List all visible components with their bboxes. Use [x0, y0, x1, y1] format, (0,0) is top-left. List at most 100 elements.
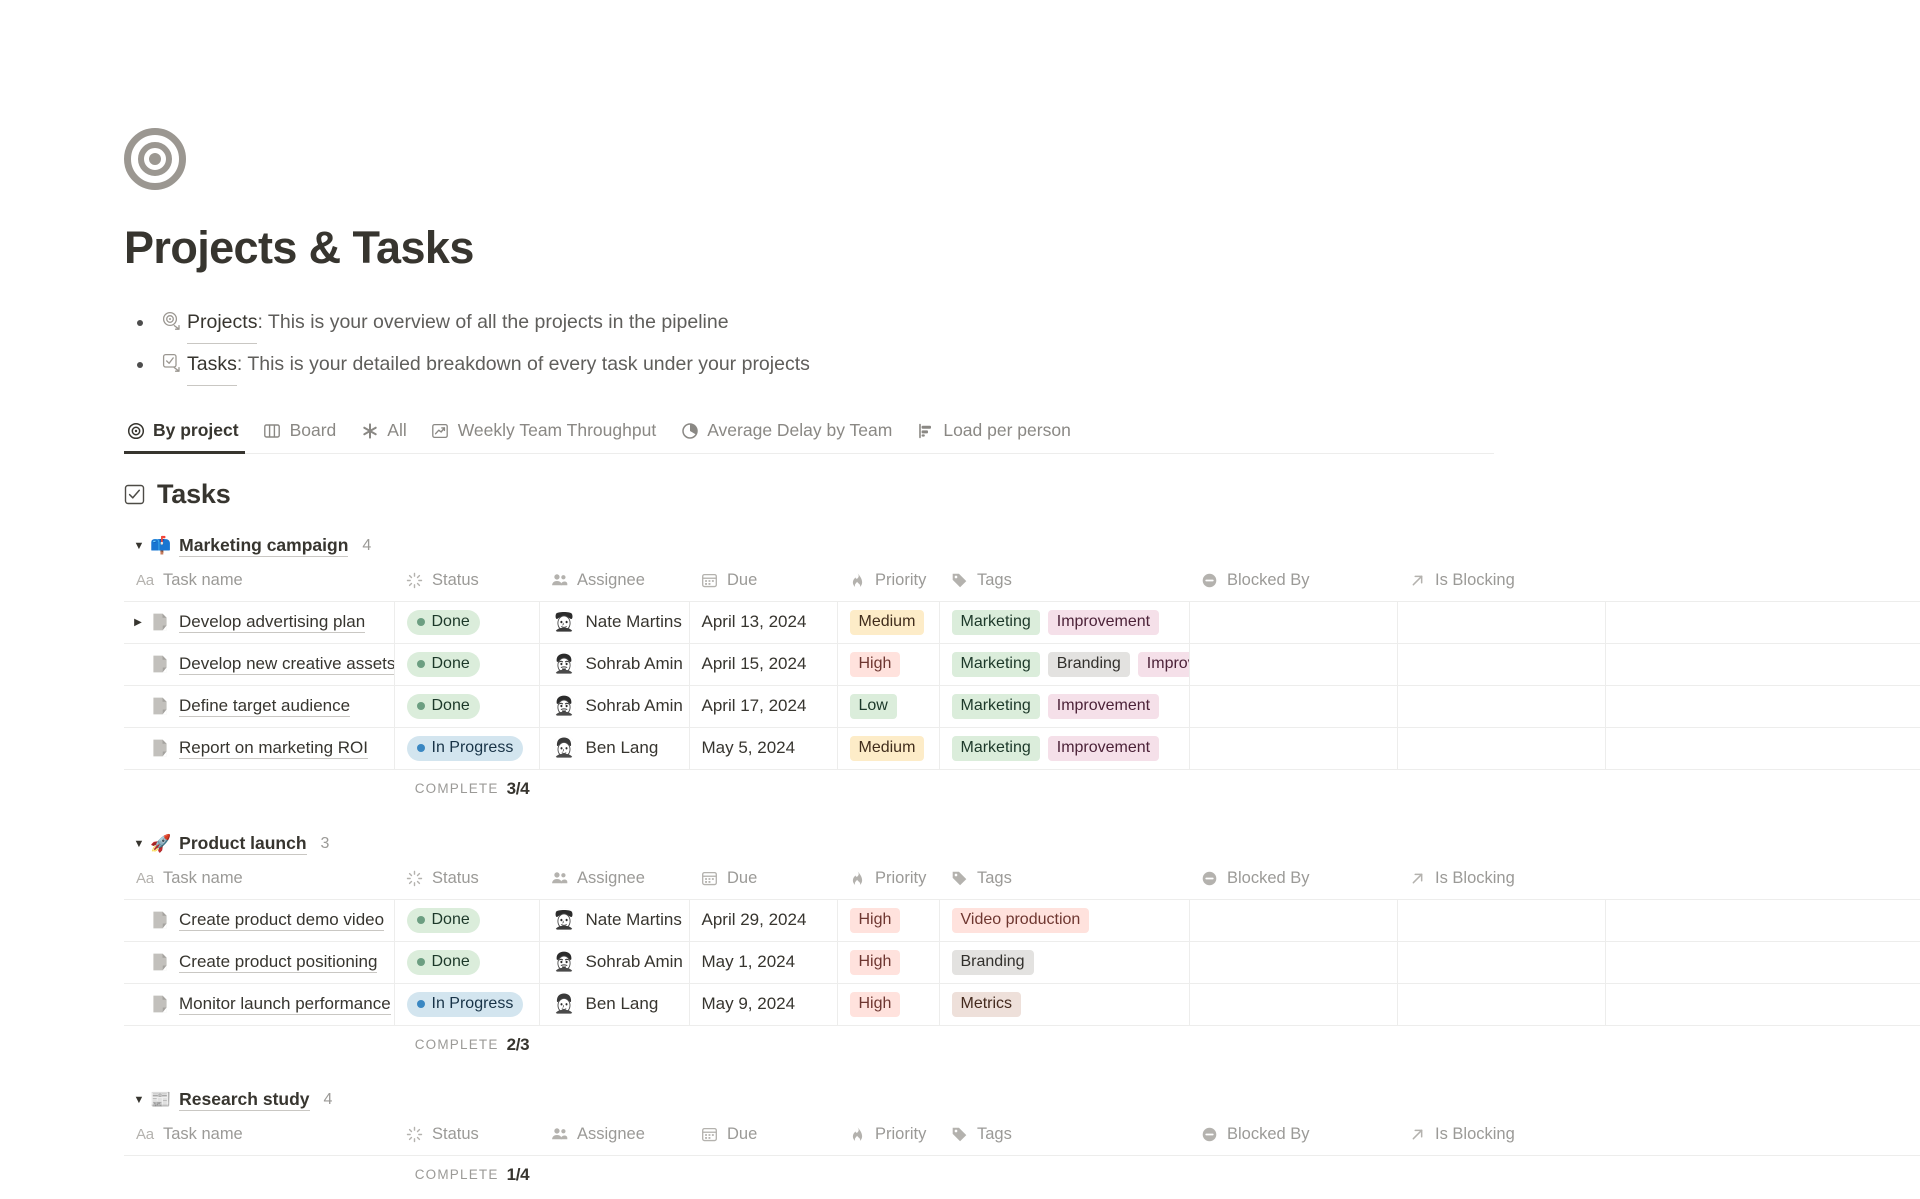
- column-header-name[interactable]: Aa Task name: [124, 1124, 394, 1156]
- tasks-link[interactable]: Tasks: [162, 344, 237, 386]
- cell-assignee[interactable]: Ben Lang: [539, 727, 690, 770]
- table-row[interactable]: ▶ Define target audience Done Sohrab Amin Ap…: [124, 685, 1920, 728]
- cell-status[interactable]: In Progress: [394, 983, 540, 1026]
- column-header-blocking[interactable]: Is Blocking: [1397, 868, 1605, 900]
- tab-all[interactable]: All: [348, 409, 418, 453]
- column-header-priority[interactable]: Priority: [837, 1124, 939, 1156]
- cell-blocked-by[interactable]: [1189, 983, 1398, 1026]
- column-header-blocking[interactable]: Is Blocking: [1397, 1124, 1605, 1156]
- cell-is-blocking[interactable]: [1397, 685, 1606, 728]
- column-header-due[interactable]: Due: [689, 570, 837, 602]
- cell-priority[interactable]: High: [837, 899, 940, 942]
- group-name-link[interactable]: Research study: [179, 1088, 310, 1111]
- task-name-link[interactable]: Monitor launch performance: [179, 993, 391, 1015]
- cell-blocked-by[interactable]: [1189, 941, 1398, 984]
- tab-board[interactable]: Board: [251, 409, 349, 453]
- cell-blocked-by[interactable]: [1189, 899, 1398, 942]
- column-header-tags[interactable]: Tags: [939, 1124, 1189, 1156]
- column-header-priority[interactable]: Priority: [837, 868, 939, 900]
- cell-due[interactable]: April 13, 2024: [689, 601, 838, 644]
- cell-is-blocking[interactable]: [1397, 727, 1606, 770]
- cell-assignee[interactable]: Sohrab Amin: [539, 941, 690, 984]
- column-header-extra[interactable]: [1605, 570, 1920, 602]
- column-header-assignee[interactable]: Assignee: [539, 868, 689, 900]
- task-name-link[interactable]: Report on marketing ROI: [179, 737, 368, 759]
- cell-extra[interactable]: [1605, 983, 1920, 1026]
- cell-is-blocking[interactable]: [1397, 643, 1606, 686]
- cell-tags[interactable]: Video production: [939, 899, 1190, 942]
- cell-priority[interactable]: Medium: [837, 727, 940, 770]
- cell-extra[interactable]: [1605, 899, 1920, 942]
- cell-priority[interactable]: Low: [837, 685, 940, 728]
- cell-status[interactable]: Done: [394, 899, 540, 942]
- cell-is-blocking[interactable]: [1397, 899, 1606, 942]
- cell-task-name[interactable]: ▶ Define target audience: [124, 685, 395, 728]
- cell-extra[interactable]: [1605, 643, 1920, 686]
- group-name-link[interactable]: Product launch: [179, 832, 307, 855]
- cell-tags[interactable]: Marketing Improvement: [939, 601, 1190, 644]
- cell-due[interactable]: April 29, 2024: [689, 899, 838, 942]
- column-header-blocked[interactable]: Blocked By: [1189, 868, 1397, 900]
- task-name-link[interactable]: Create product positioning: [179, 951, 378, 973]
- cell-extra[interactable]: [1605, 601, 1920, 644]
- cell-status[interactable]: Done: [394, 941, 540, 984]
- column-header-due[interactable]: Due: [689, 1124, 837, 1156]
- cell-is-blocking[interactable]: [1397, 941, 1606, 984]
- group-collapse-caret[interactable]: ▼: [133, 837, 145, 850]
- cell-priority[interactable]: High: [837, 941, 940, 984]
- column-header-assignee[interactable]: Assignee: [539, 1124, 689, 1156]
- group-name-link[interactable]: Marketing campaign: [179, 534, 349, 557]
- cell-is-blocking[interactable]: [1397, 601, 1606, 644]
- cell-task-name[interactable]: ▶ Create product positioning: [124, 941, 395, 984]
- cell-extra[interactable]: [1605, 941, 1920, 984]
- cell-blocked-by[interactable]: [1189, 727, 1398, 770]
- cell-assignee[interactable]: Sohrab Amin: [539, 643, 690, 686]
- group-header[interactable]: ▼ 📰 Research study 4: [124, 1087, 1920, 1113]
- table-row[interactable]: ▶ Develop new creative assets Done Sohrab A…: [124, 643, 1920, 686]
- column-header-tags[interactable]: Tags: [939, 570, 1189, 602]
- table-row[interactable]: ▶ Monitor launch performance In Progress Be…: [124, 983, 1920, 1026]
- cell-assignee[interactable]: Sohrab Amin: [539, 685, 690, 728]
- column-header-name[interactable]: Aa Task name: [124, 868, 394, 900]
- cell-due[interactable]: May 9, 2024: [689, 983, 838, 1026]
- cell-blocked-by[interactable]: [1189, 685, 1398, 728]
- tab-load-per-person[interactable]: Load per person: [904, 409, 1082, 453]
- cell-blocked-by[interactable]: [1189, 643, 1398, 686]
- cell-status[interactable]: Done: [394, 685, 540, 728]
- column-header-blocked[interactable]: Blocked By: [1189, 1124, 1397, 1156]
- cell-assignee[interactable]: Nate Martins: [539, 899, 690, 942]
- group-collapse-caret[interactable]: ▼: [133, 539, 145, 552]
- projects-link[interactable]: Projects: [162, 302, 258, 344]
- column-header-status[interactable]: Status: [394, 868, 539, 900]
- cell-tags[interactable]: Branding: [939, 941, 1190, 984]
- cell-tags[interactable]: Marketing Improvement: [939, 727, 1190, 770]
- column-header-priority[interactable]: Priority: [837, 570, 939, 602]
- column-header-extra[interactable]: [1605, 1124, 1920, 1156]
- task-name-link[interactable]: Define target audience: [179, 695, 351, 717]
- table-row[interactable]: ▶ Report on marketing ROI In Progress Ben L…: [124, 727, 1920, 770]
- cell-assignee[interactable]: Ben Lang: [539, 983, 690, 1026]
- table-row[interactable]: ▶ Create product positioning Done Sohrab Am…: [124, 941, 1920, 984]
- cell-assignee[interactable]: Nate Martins: [539, 601, 690, 644]
- table-row[interactable]: ▶ Develop advertising plan Done Nate Martin…: [124, 601, 1920, 644]
- tab-average-delay-by-team[interactable]: Average Delay by Team: [668, 409, 904, 453]
- cell-is-blocking[interactable]: [1397, 983, 1606, 1026]
- cell-task-name[interactable]: ▶ Monitor launch performance: [124, 983, 395, 1026]
- cell-tags[interactable]: Marketing Improvement: [939, 685, 1190, 728]
- tab-weekly-team-throughput[interactable]: Weekly Team Throughput: [419, 409, 668, 453]
- cell-due[interactable]: May 5, 2024: [689, 727, 838, 770]
- cell-blocked-by[interactable]: [1189, 601, 1398, 644]
- column-header-blocked[interactable]: Blocked By: [1189, 570, 1397, 602]
- table-row[interactable]: ▶ Create product demo video Done Nate Marti…: [124, 899, 1920, 942]
- task-name-link[interactable]: Create product demo video: [179, 909, 385, 931]
- cell-extra[interactable]: [1605, 727, 1920, 770]
- task-name-link[interactable]: Develop advertising plan: [179, 611, 366, 633]
- column-header-name[interactable]: Aa Task name: [124, 570, 394, 602]
- cell-status[interactable]: Done: [394, 643, 540, 686]
- cell-priority[interactable]: High: [837, 983, 940, 1026]
- column-header-due[interactable]: Due: [689, 868, 837, 900]
- cell-extra[interactable]: [1605, 685, 1920, 728]
- column-header-status[interactable]: Status: [394, 570, 539, 602]
- column-header-tags[interactable]: Tags: [939, 868, 1189, 900]
- cell-task-name[interactable]: ▶ Create product demo video: [124, 899, 395, 942]
